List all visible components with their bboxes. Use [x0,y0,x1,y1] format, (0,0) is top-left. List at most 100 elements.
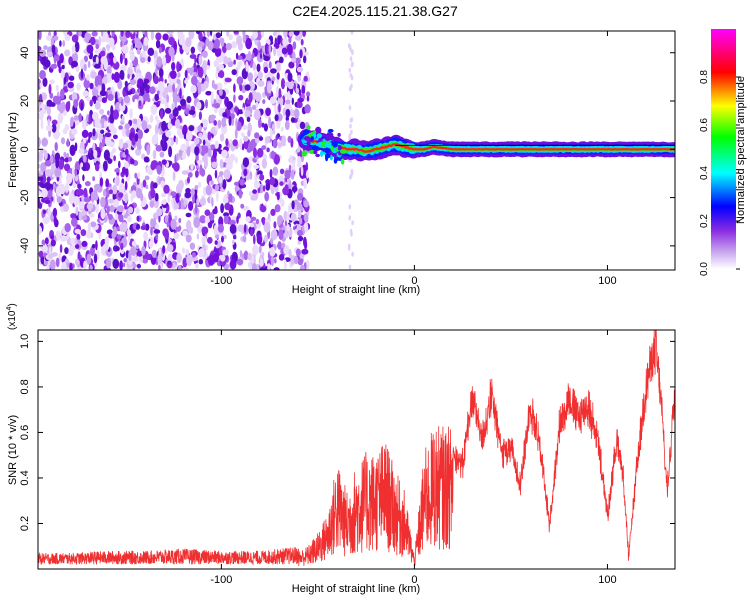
spectrogram-noise-speck [167,260,172,265]
spectrogram-noise-speck [242,124,248,131]
spectrogram-noise-speck [260,108,264,115]
spectrogram-noise-speck [288,31,294,37]
spectrogram-noise-speck [298,208,302,219]
spectrogram-noise-speck [348,264,352,270]
spectrogram-noise-speck [57,112,64,124]
spectrogram-noise-speck [87,222,92,232]
spectrogram-noise-speck [158,46,162,54]
spectrogram-noise-speck [223,212,230,218]
spectrogram-noise-speck [134,133,139,142]
spectrogram-noise-speck [147,47,155,56]
spectrogram-noise-speck [99,50,106,57]
spectrogram-noise-speck [41,188,48,198]
spectrogram-noise-speck [238,94,244,101]
spectrogram-noise-speck [83,260,87,270]
spectrogram-noise-speck [178,33,185,41]
spectrogram-noise-speck [281,47,288,55]
spectrogram-noise-speck [348,204,352,210]
spectrogram-noise-speck [178,264,182,270]
spectrogram-noise-speck [290,117,296,123]
spectrogram-noise-speck [197,159,203,165]
spectrogram-noise-speck [44,160,52,167]
spectrogram-noise-speck [145,184,149,190]
spectrogram-noise-speck [190,163,194,171]
spectrogram-noise-speck [102,136,105,148]
spectrogram-noise-speck [205,90,212,96]
spectrogram-noise-speck [100,208,106,220]
spectrogram-noise-speck [264,191,270,202]
spectrogram-noise-speck [272,138,278,149]
spectrogram-noise-speck [59,244,63,254]
spectrogram-ridge-blob [315,153,320,158]
spectrogram-noise-speck [176,153,179,162]
spectrogram-noise-speck [263,221,271,233]
spectrogram-noise-speck [71,128,78,136]
spectrogram-noise-speck [107,213,113,221]
spectrogram-noise-speck [221,235,224,243]
spectrogram-noise-speck [77,188,84,196]
spectrogram-noise-speck [195,170,199,178]
spectrogram-noise-speck [71,167,75,177]
spectrogram-noise-speck [82,154,87,163]
spectrogram-noise-speck [274,114,279,122]
spectrogram-noise-speck [261,158,267,169]
spectrogram-noise-speck [277,95,284,107]
spectrogram-noise-speck [226,101,234,110]
spectrogram-noise-speck [171,163,176,169]
spectrogram-noise-speck [103,120,108,129]
spectrogram-noise-speck [84,32,90,44]
spectrogram-noise-speck [71,52,79,63]
spectrogram-noise-speck [252,244,259,256]
spectrogram-noise-speck [85,229,92,239]
spectrogram-noise-speck [349,56,353,62]
snr-x-axis-label: Height of straight line (km) [292,583,420,595]
spectrogram-noise-speck [112,258,120,269]
spectrogram-noise-speck [162,228,169,237]
spectrogram-noise-speck [240,203,245,209]
spectrogram-noise-speck [295,248,301,257]
spectrogram-noise-speck [304,222,309,233]
spectrogram-noise-speck [68,193,75,205]
spectrogram-ridge-blob [306,125,311,130]
spectrogram-ridge-blob [324,142,329,148]
spectrogram-ridge-blob [327,128,334,133]
spectrogram-noise-speck [250,195,257,201]
spectrogram-x-ticks: -100 0 100 [210,31,617,287]
spectrogram-noise-speck [123,161,130,169]
spectrogram-ridge-blob [315,137,319,141]
spectrogram-noise-speck [60,69,65,80]
spectrogram-noise-speck [153,229,161,235]
spectrogram-noise-speck [262,218,265,226]
spectrogram-noise-speck [177,105,182,111]
spectrogram-noise-speck [111,31,115,38]
spectrogram-ridge-blob [310,136,315,141]
spectrogram-noise-speck [280,126,284,132]
spectrogram-noise-speck [261,251,265,258]
spectrogram-noise-speck [103,160,108,172]
spectrogram-noise-speck [100,196,106,208]
spectrogram-noise-speck [350,168,354,174]
spectrogram-noise-speck [211,161,218,169]
spectrogram-noise-speck [242,31,246,36]
spectrogram-noise-speck [113,71,120,83]
spectrogram-noise-speck [133,118,138,126]
spectrogram-noise-speck [205,99,208,109]
spectrogram-noise-speck [299,217,303,225]
spectrogram-noise-speck [46,51,53,57]
spectrogram-noise-speck [274,258,277,264]
spectrogram-noise-speck [284,184,289,193]
spectrogram-noise-speck [46,106,52,116]
spectrogram-noise-speck [181,267,189,270]
spectrogram-noise-speck [207,131,212,141]
spectrogram-noise-speck [228,115,232,127]
spectrogram-noise-speck [60,235,67,242]
spectrogram-noise-speck [215,32,222,39]
spectrogram-noise-speck [297,162,302,168]
spectrogram-noise-speck [138,100,142,107]
spectrogram-noise-speck [287,72,293,82]
spectrogram-noise-speck [258,136,264,141]
spectrogram-noise-speck [232,239,235,245]
spectrogram-noise-speck [235,52,239,60]
spectrogram-noise-speck [52,207,58,218]
spectrogram-noise-speck [235,118,238,129]
